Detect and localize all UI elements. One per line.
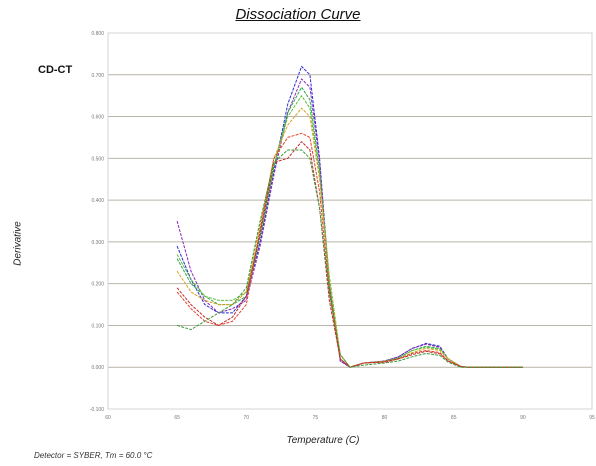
x-tick-label: 95 [589,415,595,421]
series-line [176,141,523,368]
x-tick-label: 90 [520,415,526,421]
sample-label: CD-CT [38,64,73,76]
axes [107,32,593,410]
y-tick-label: 0.800 [91,31,104,37]
x-tick-label: 75 [313,415,319,421]
y-tick-label: 0.100 [91,323,104,329]
series-line [176,95,523,368]
series-line [176,107,523,368]
series-line [176,78,523,368]
tick-labels: -0.100 0.000 0.100 0.200 0.300 0.400 0.500 0.60… [90,31,595,421]
y-tick-label: 0.300 [91,240,104,246]
x-tick-label: 85 [451,415,457,421]
series-line [176,132,523,368]
plot-frame [107,32,593,410]
footer-text: Detector = SYBER, Tm = 60.0 °C [34,451,153,460]
series-line [176,149,523,368]
y-tick-label: 0.700 [91,73,104,79]
x-axis-label: Temperature (C) [286,435,360,446]
y-tick-label: 0.600 [91,115,104,121]
grid-lines [108,74,592,368]
x-tick-label: 60 [105,415,111,421]
y-tick-label: 0.500 [91,156,104,162]
x-tick-label: 80 [382,415,388,421]
y-tick-label: 0.400 [91,198,104,204]
chart-title: Dissociation Curve [235,6,361,23]
x-tick-label: 65 [174,415,180,421]
y-tick-label: -0.100 [90,407,104,413]
x-tick-label: 70 [244,415,250,421]
series-lines [176,65,523,368]
y-tick-label: 0.000 [91,365,104,371]
y-tick-label: 0.200 [91,282,104,288]
